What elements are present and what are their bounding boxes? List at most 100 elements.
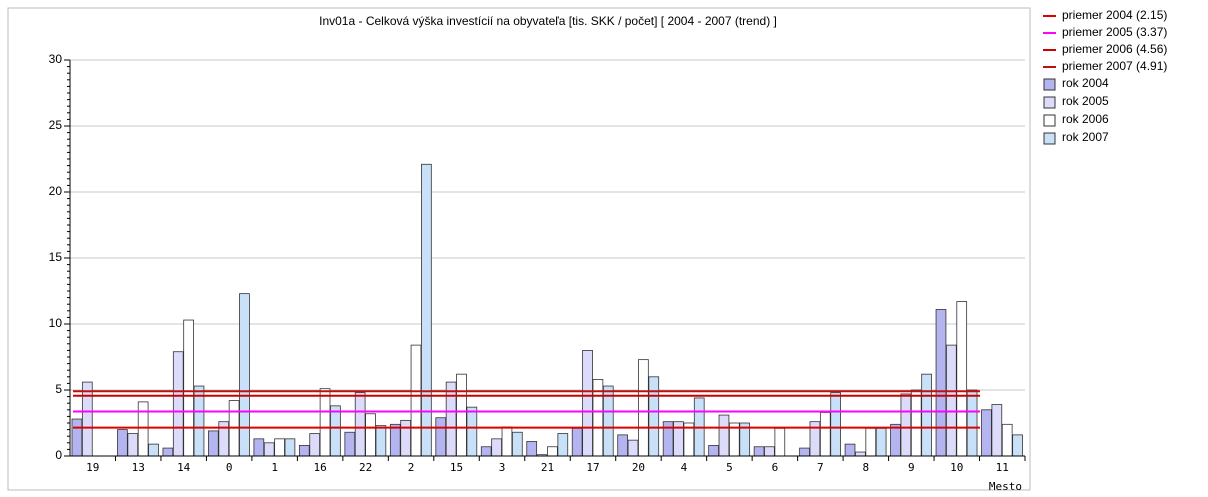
bar [1012, 434, 1023, 457]
x-tick-label: 4 [681, 461, 688, 474]
bar [354, 392, 366, 457]
bar [389, 423, 401, 457]
bar [946, 344, 957, 457]
bar [344, 431, 356, 457]
legend-label: priemer 2006 (4.56) [1062, 42, 1167, 56]
legend-swatch [1043, 132, 1056, 145]
x-tick-label: 6 [772, 461, 779, 474]
x-axis-label: Mesto [989, 480, 1022, 493]
bar [183, 319, 194, 457]
bar [991, 404, 1003, 457]
y-tick-label: 15 [49, 250, 63, 264]
bar [875, 427, 887, 457]
bar [844, 443, 856, 457]
bar [900, 393, 912, 457]
bar [956, 301, 968, 457]
bar [966, 389, 978, 457]
x-tick-label: 7 [817, 461, 824, 474]
bar [865, 427, 877, 457]
x-tick-label: 17 [586, 461, 599, 474]
bar [648, 376, 660, 457]
bar [910, 389, 922, 457]
x-tick-label: 8 [863, 461, 870, 474]
x-tick-label: 14 [177, 461, 191, 474]
x-tick-label: 0 [226, 461, 233, 474]
bar [298, 445, 310, 457]
bar [627, 439, 639, 457]
bar [309, 433, 321, 457]
bar [582, 349, 593, 457]
x-tick-label: 19 [86, 461, 99, 474]
bar [435, 417, 447, 457]
bar [921, 373, 932, 457]
legend-swatch [1043, 114, 1056, 127]
bar [571, 427, 583, 457]
bar [718, 414, 730, 457]
bar [456, 373, 467, 457]
bar [137, 401, 149, 457]
bar [117, 429, 128, 457]
bar [511, 431, 523, 457]
bar [501, 426, 513, 457]
bar [208, 430, 219, 457]
bar [172, 351, 184, 457]
bar [263, 442, 275, 457]
bar [480, 446, 492, 457]
bar [753, 446, 765, 457]
x-tick-label: 13 [132, 461, 145, 474]
legend-label: rok 2004 [1062, 76, 1109, 90]
legend-label: rok 2006 [1062, 112, 1109, 126]
legend-swatch [1043, 78, 1056, 91]
bar [319, 388, 331, 457]
bar [148, 443, 159, 457]
bar [284, 438, 296, 457]
bar [830, 392, 841, 457]
bar [1001, 423, 1013, 457]
bar [708, 445, 719, 457]
bar [81, 381, 93, 457]
x-tick-label: 10 [950, 461, 963, 474]
x-tick-label: 21 [541, 461, 554, 474]
bar [71, 418, 83, 457]
x-tick-label: 22 [359, 461, 372, 474]
bar [617, 434, 628, 457]
bar [981, 409, 992, 457]
legend-swatch [1043, 96, 1056, 109]
bar [557, 433, 569, 457]
x-tick-label: 11 [996, 461, 1009, 474]
y-tick-label: 0 [55, 448, 62, 462]
legend-label: priemer 2007 (4.91) [1062, 59, 1167, 73]
y-tick-label: 20 [49, 184, 63, 198]
frame [7, 7, 1031, 491]
y-tick-label: 10 [49, 316, 63, 330]
chart-title: Inv01a - Celková výška investícií na oby… [319, 14, 777, 28]
bar [819, 412, 831, 457]
x-tick-label: 9 [908, 461, 915, 474]
x-tick-label: 3 [499, 461, 506, 474]
bar [764, 446, 775, 457]
bar [774, 427, 786, 457]
legend-label: rok 2005 [1062, 94, 1109, 108]
x-tick-label: 16 [313, 461, 326, 474]
bar [330, 405, 341, 457]
bar [127, 433, 139, 457]
bar [253, 438, 265, 457]
bar [466, 406, 478, 457]
bar [162, 447, 174, 457]
bar [491, 438, 502, 457]
bar [638, 359, 649, 457]
bar [526, 441, 538, 457]
legend-label: rok 2007 [1062, 130, 1109, 144]
x-tick-label: 15 [450, 461, 463, 474]
y-tick-label: 5 [55, 382, 62, 396]
bar [274, 438, 285, 457]
y-tick-label: 30 [49, 52, 63, 66]
x-tick-label: 5 [726, 461, 733, 474]
bar [445, 381, 457, 457]
legend-label: priemer 2004 (2.15) [1062, 8, 1167, 22]
bar [400, 419, 411, 457]
bar [375, 425, 387, 457]
bar [547, 446, 558, 457]
x-tick-label: 1 [271, 461, 278, 474]
